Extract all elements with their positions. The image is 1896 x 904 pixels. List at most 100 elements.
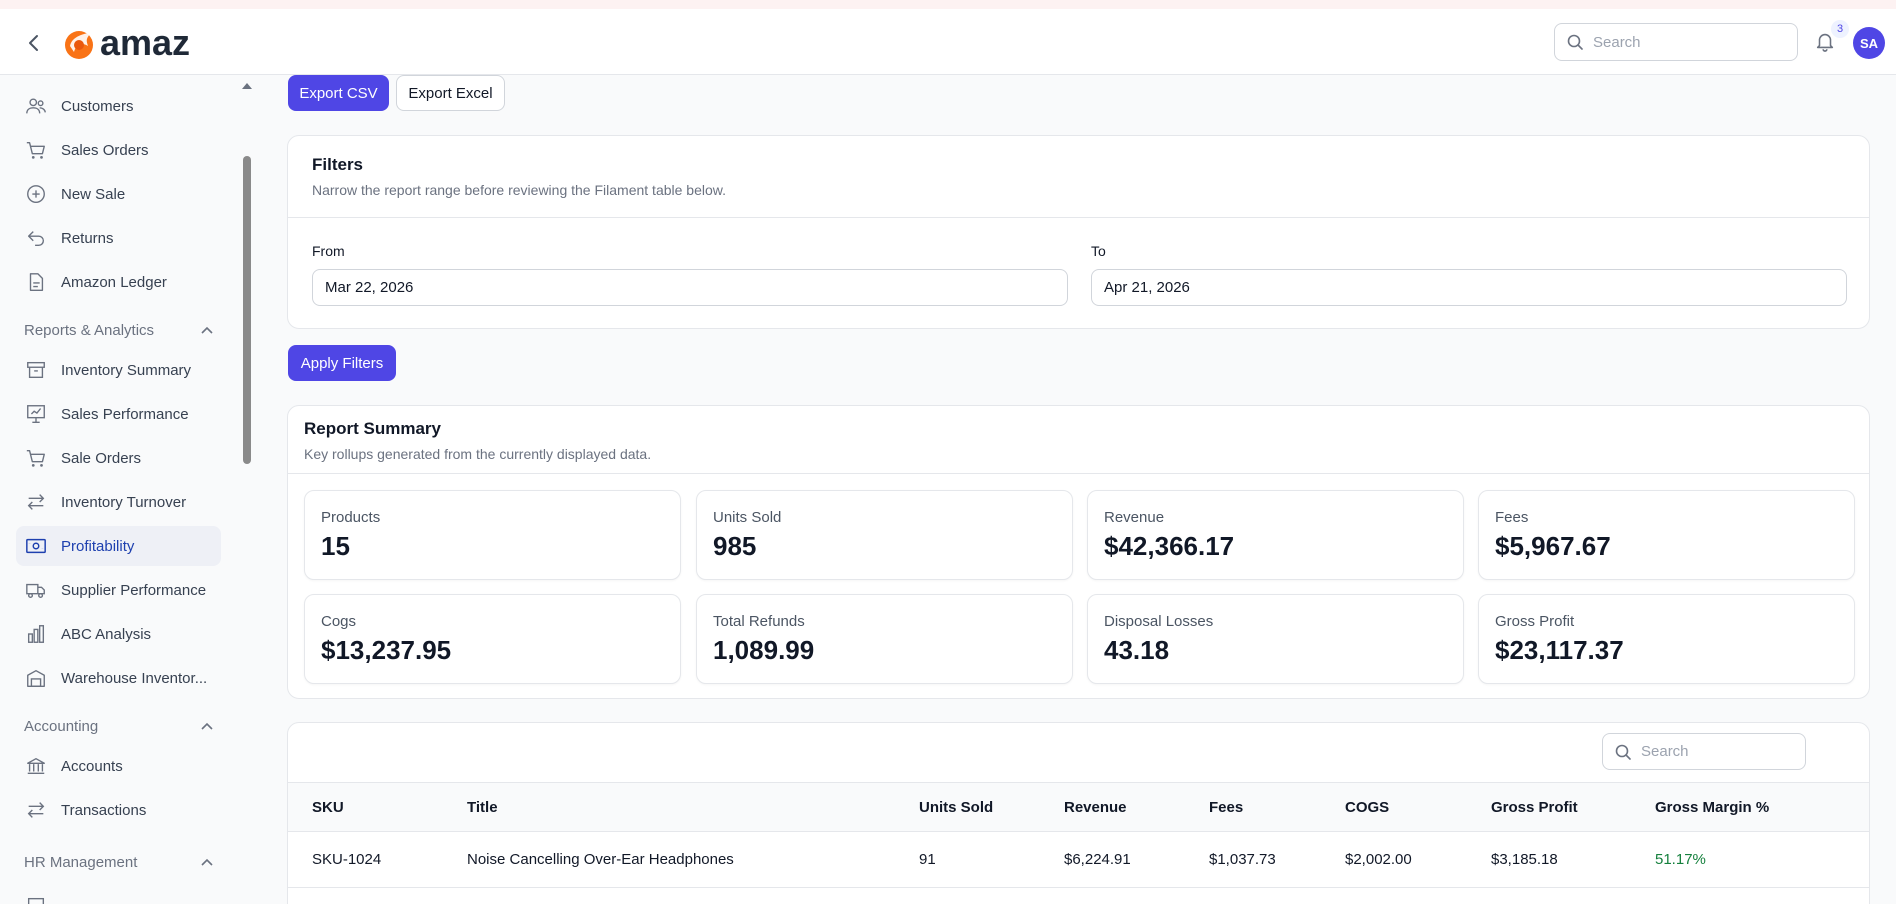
app-logo[interactable]: amaz [62,22,191,63]
sidebar-item-label: Inventory Summary [61,361,192,379]
sidebar-group-hr-management[interactable]: HR Management [24,847,214,877]
stat-value: 1,089.99 [713,635,815,665]
sidebar-item-warehouse-inventory[interactable]: Warehouse Inventor... [16,658,221,698]
sidebar-item-amazon-ledger[interactable]: Amazon Ledger [16,262,221,302]
apply-filters-button[interactable]: Apply Filters [288,345,396,381]
stat-value: $5,967.67 [1495,531,1611,561]
arrows-exchange-icon [27,494,45,510]
sidebar-item-sales-performance[interactable]: Sales Performance [16,394,221,434]
stat-label: Revenue [1104,509,1165,526]
export-csv-button[interactable]: Export CSV [288,75,389,111]
sidebar-item-sales-orders[interactable]: Sales Orders [16,130,221,170]
search-input[interactable] [1593,33,1773,51]
logo-text: amaz [100,22,191,63]
sidebar-item-transactions[interactable]: Transactions [16,790,221,830]
sidebar-item-label: Supplier Performance [61,581,207,599]
sidebar-item-returns[interactable]: Returns [16,218,221,258]
sidebar-item-label: New Sale [61,185,126,203]
from-date-input[interactable]: Mar 22, 2026 [312,269,1068,306]
cart-icon [26,141,45,159]
search-icon [1615,744,1631,760]
warehouse-icon [27,669,45,687]
cell-cogs: $2,002.00 [1345,851,1412,868]
table-search[interactable] [1602,733,1806,770]
cell-revenue: $6,224.91 [1064,851,1131,868]
chevron-up-icon [201,326,213,334]
sidebar-item-label: Warehouse Inventor... [61,669,208,687]
chevron-left-icon [29,35,38,51]
sidebar-item-customers[interactable]: Customers [16,86,221,126]
sidebar-item-label: Profitability [61,537,135,555]
column-header-revenue[interactable]: Revenue [1064,799,1127,816]
from-label: From [312,243,345,259]
sidebar-item-label: Returns [61,229,114,247]
stat-label: Units Sold [713,509,782,526]
sidebar-item-label: Inventory Turnover [61,493,187,511]
summary-description: Key rollups generated from the currently… [304,446,652,462]
sidebar-item-label: Sales Performance [61,405,189,423]
column-header-gross-profit[interactable]: Gross Profit [1491,799,1578,816]
bell-icon [1816,33,1834,52]
return-arrow-icon [27,231,44,247]
document-icon [27,897,45,904]
cell-units-sold: 91 [919,851,936,868]
sidebar-item-inventory-turnover[interactable]: Inventory Turnover [16,482,221,522]
chart-presentation-icon [27,405,45,423]
plus-circle-icon [27,185,45,203]
sidebar-item-inventory-summary[interactable]: Inventory Summary [16,350,221,390]
stat-value: $13,237.95 [321,635,452,665]
stat-value: $42,366.17 [1104,531,1235,561]
table-header: SKU Title Units Sold Revenue Fees COGS G… [288,782,1869,832]
stat-value: $23,117.37 [1495,635,1624,665]
sidebar-group-reports[interactable]: Reports & Analytics [24,315,214,345]
column-header-fees[interactable]: Fees [1209,799,1244,816]
sidebar-item-hr-partial[interactable] [16,886,221,904]
sidebar-group-accounting[interactable]: Accounting [24,711,214,741]
stat-value: 43.18 [1104,635,1170,665]
column-header-sku[interactable]: SKU [312,799,344,816]
column-header-title[interactable]: Title [467,799,498,816]
sidebar: Customers Sales Orders New Sale Returns … [0,76,252,904]
column-header-units-sold[interactable]: Units Sold [919,799,994,816]
back-button[interactable] [22,31,46,55]
sidebar-group-label: Accounting [24,717,99,735]
stat-label: Cogs [321,613,357,630]
stat-card-total-refunds: Total Refunds 1,089.99 [696,594,1073,684]
cell-gross-profit: $3,185.18 [1491,851,1558,868]
stat-card-gross-profit: Gross Profit $23,117.37 [1478,594,1855,684]
user-avatar[interactable]: SA [1853,27,1885,59]
sidebar-scrollbar-thumb[interactable] [243,156,251,464]
to-date-input[interactable]: Apr 21, 2026 [1091,269,1847,306]
chevron-up-icon [201,722,213,730]
stat-card-fees: Fees $5,967.67 [1478,490,1855,580]
export-excel-button[interactable]: Export Excel [396,75,505,111]
report-summary-card: Report Summary Key rollups generated fro… [287,405,1870,699]
top-accent-strip [0,0,1896,9]
global-search[interactable] [1554,23,1798,61]
column-header-gross-margin[interactable]: Gross Margin % [1655,799,1770,816]
bar-chart-icon [27,625,45,643]
sidebar-item-accounts[interactable]: Accounts [16,746,221,786]
sidebar-item-supplier-performance[interactable]: Supplier Performance [16,570,221,610]
arrows-exchange-icon [27,802,45,818]
sidebar-item-label: Sales Orders [61,141,149,159]
to-label: To [1091,243,1106,259]
sidebar-item-label: Sale Orders [61,449,142,467]
stat-label: Disposal Losses [1104,613,1214,630]
sidebar-item-profitability[interactable]: Profitability [16,526,221,566]
filters-title: Filters [312,155,364,174]
sidebar-item-abc-analysis[interactable]: ABC Analysis [16,614,221,654]
users-icon [26,98,46,114]
divider [288,473,1869,474]
column-header-cogs[interactable]: COGS [1345,799,1390,816]
sidebar-item-new-sale[interactable]: New Sale [16,174,221,214]
notifications-button[interactable] [1814,30,1838,54]
sidebar-item-label: Transactions [61,801,147,819]
profitability-table-card: SKU Title Units Sold Revenue Fees COGS G… [287,722,1870,904]
table-search-input[interactable] [1641,743,1791,760]
sidebar-item-sale-orders[interactable]: Sale Orders [16,438,221,478]
stat-card-products: Products 15 [304,490,681,580]
scroll-up-arrow-icon[interactable] [240,80,254,90]
table-row[interactable]: SKU-1024 Noise Cancelling Over-Ear Headp… [288,832,1869,888]
stat-label: Fees [1495,509,1529,526]
